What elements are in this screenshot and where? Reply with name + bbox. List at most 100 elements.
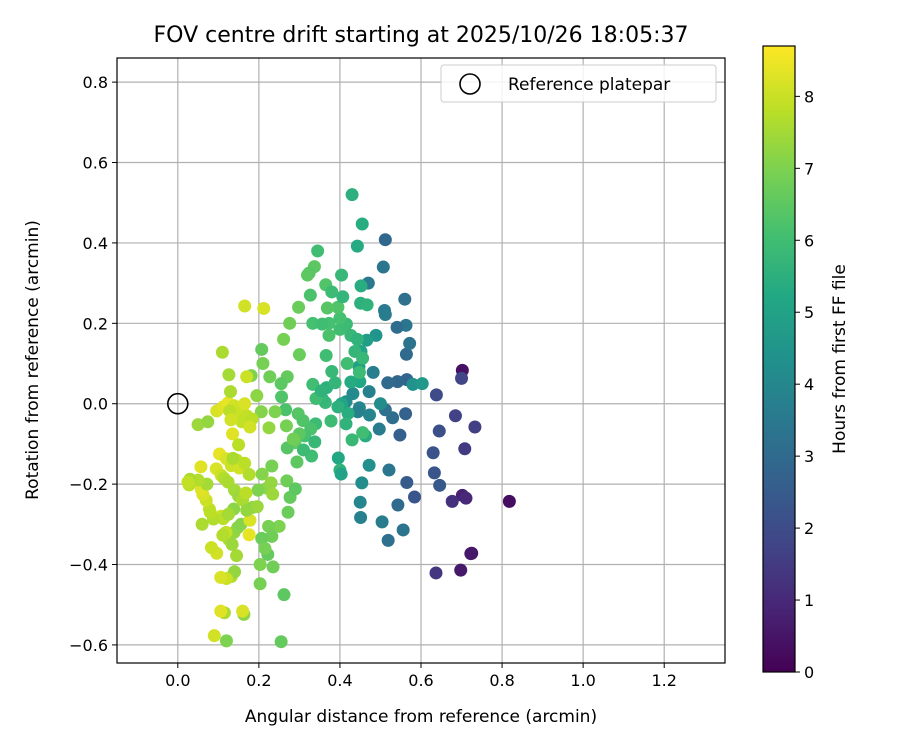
y-tick-label: 0.4	[83, 234, 108, 253]
data-point	[290, 455, 304, 469]
colorbar-tick-label: 8	[804, 87, 814, 106]
legend: Reference platepar	[440, 64, 717, 103]
grid	[117, 58, 725, 663]
x-tick-label: 0.2	[246, 671, 271, 690]
data-point	[363, 408, 377, 422]
chart-title: FOV centre drift starting at 2025/10/26 …	[154, 23, 689, 48]
data-point	[399, 347, 413, 361]
scatter-points	[181, 188, 516, 649]
data-point	[408, 490, 422, 504]
data-point	[373, 397, 387, 411]
data-point	[352, 365, 366, 379]
data-point	[426, 446, 440, 460]
data-point	[458, 442, 472, 456]
data-point	[279, 419, 293, 433]
data-point	[375, 515, 389, 529]
data-point	[448, 409, 462, 423]
data-point	[351, 405, 365, 419]
data-point	[356, 351, 370, 365]
data-point	[381, 376, 395, 390]
data-point	[345, 188, 359, 202]
colorbar-tick-label: 6	[804, 231, 814, 250]
data-point	[429, 566, 443, 580]
data-point	[433, 478, 447, 492]
data-point	[238, 397, 252, 411]
data-point	[258, 541, 272, 555]
data-point	[341, 406, 355, 420]
data-point	[362, 385, 376, 399]
data-point	[195, 517, 209, 531]
data-point	[429, 388, 443, 402]
x-tick-label: 1.0	[570, 671, 595, 690]
data-point	[286, 432, 300, 446]
x-tick-label: 0.6	[408, 671, 433, 690]
data-point	[468, 420, 482, 434]
data-point	[455, 371, 469, 385]
data-point	[257, 301, 271, 315]
data-point	[268, 405, 282, 419]
x-axis-ticks: 0.0 0.2 0.4 0.6 0.8 1.0 1.2	[165, 663, 677, 690]
colorbar-ticks: 0 1 2 3 4 5 6 7 8	[795, 87, 814, 682]
colorbar-tick-label: 1	[804, 591, 814, 610]
data-point	[264, 476, 278, 490]
x-axis-label: Angular distance from reference (arcmin)	[245, 707, 597, 727]
data-point	[427, 466, 441, 480]
data-point	[314, 384, 328, 398]
data-point	[275, 390, 289, 404]
x-tick-label: 0.0	[165, 671, 190, 690]
y-axis-ticks: −0.6 −0.4 −0.2 0.0 0.2 0.4 0.6 0.8	[69, 73, 117, 655]
data-point	[403, 336, 417, 350]
data-point	[390, 375, 404, 389]
data-point	[382, 463, 396, 477]
data-point	[391, 498, 405, 512]
data-point	[400, 476, 414, 490]
data-point	[335, 268, 349, 282]
data-point	[281, 505, 295, 519]
data-point	[292, 300, 306, 314]
data-point	[226, 427, 240, 441]
data-point	[204, 541, 218, 555]
data-point	[266, 560, 280, 574]
y-axis-label: Rotation from reference (arcmin)	[23, 220, 43, 500]
data-point	[334, 467, 348, 481]
data-point	[253, 558, 267, 572]
data-point	[415, 377, 429, 391]
data-point	[350, 239, 364, 253]
data-point	[256, 357, 270, 371]
data-point	[243, 513, 257, 527]
data-point	[308, 435, 322, 449]
colorbar-tick-label: 5	[804, 303, 814, 322]
colorbar-tick-label: 2	[804, 519, 814, 538]
data-point	[353, 495, 367, 509]
data-point	[274, 635, 288, 649]
data-point	[232, 438, 246, 452]
data-point	[288, 482, 302, 496]
data-point	[406, 377, 420, 391]
data-point	[240, 370, 254, 384]
data-point	[378, 307, 392, 321]
data-point	[333, 311, 347, 325]
data-point	[345, 433, 359, 447]
data-point	[331, 451, 345, 465]
data-point	[354, 510, 368, 524]
data-point	[502, 494, 516, 508]
data-point	[459, 491, 473, 505]
data-point	[306, 316, 320, 330]
data-point	[214, 604, 228, 618]
data-point	[225, 537, 239, 551]
y-tick-label: 0.8	[83, 73, 108, 92]
data-point	[432, 424, 446, 438]
y-tick-label: 0.2	[83, 314, 108, 333]
data-point	[219, 634, 233, 648]
data-point	[262, 421, 276, 435]
data-point	[254, 405, 268, 419]
data-point	[325, 285, 339, 299]
data-point	[292, 348, 306, 362]
colorbar-tick-label: 4	[804, 375, 814, 394]
y-tick-label: 0.0	[83, 395, 108, 414]
data-point	[301, 268, 315, 282]
colorbar-tick-label: 0	[804, 663, 814, 682]
data-point	[272, 519, 286, 533]
y-tick-label: −0.2	[69, 475, 108, 494]
data-point	[201, 415, 215, 429]
